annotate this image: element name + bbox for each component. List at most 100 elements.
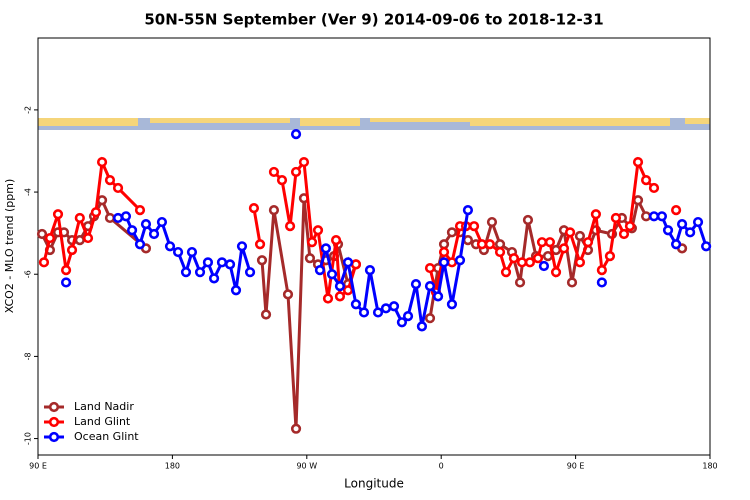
data-point	[416, 321, 428, 332]
data-point	[186, 246, 198, 258]
data-point	[590, 209, 602, 220]
data-point	[624, 221, 636, 232]
data-point	[298, 156, 310, 168]
data-point	[618, 228, 630, 240]
data-point	[254, 239, 266, 250]
data-point	[632, 156, 644, 168]
data-point	[82, 232, 94, 244]
data-point	[610, 212, 622, 224]
data-point	[90, 207, 102, 218]
data-point	[516, 257, 528, 268]
data-point	[244, 267, 256, 278]
legend-marker	[48, 416, 60, 428]
chart-title: 50N-55N September (Ver 9) 2014-09-06 to …	[144, 11, 603, 29]
data-point	[640, 175, 652, 186]
data-point	[334, 291, 346, 302]
data-point	[194, 267, 206, 278]
data-point	[424, 281, 436, 292]
data-point	[282, 289, 294, 300]
data-point	[500, 267, 512, 278]
data-point	[276, 175, 288, 186]
data-point	[446, 299, 458, 310]
data-point	[424, 313, 436, 324]
data-point	[298, 193, 310, 204]
data-point	[604, 251, 616, 262]
x-tick-label: 180	[165, 462, 180, 471]
data-point	[148, 228, 160, 240]
data-point	[632, 195, 644, 206]
y-tick-label: -8	[24, 352, 33, 360]
x-tick-label: 0	[439, 462, 444, 471]
data-point	[671, 205, 682, 216]
data-point	[268, 166, 280, 178]
data-point	[74, 212, 85, 224]
data-point	[236, 241, 248, 252]
data-point	[342, 285, 354, 296]
data-point	[424, 262, 436, 274]
data-point	[438, 246, 450, 258]
data-point	[468, 221, 480, 232]
data-point	[685, 227, 696, 238]
data-point	[312, 225, 324, 236]
data-point	[104, 175, 116, 186]
data-point	[216, 257, 228, 268]
data-point	[671, 239, 682, 250]
data-point	[60, 265, 72, 276]
data-point	[550, 267, 562, 278]
data-point	[322, 293, 334, 304]
data-point	[350, 299, 362, 310]
series-line	[117, 209, 708, 327]
data-point	[432, 291, 444, 302]
legend-label: Land Glint	[74, 415, 131, 428]
data-point	[544, 237, 556, 248]
data-point	[164, 241, 176, 252]
data-point	[454, 255, 466, 266]
data-point	[96, 156, 108, 168]
x-tick-label: 180	[702, 462, 717, 471]
data-point	[208, 273, 220, 284]
data-point	[402, 311, 414, 322]
data-point	[350, 259, 362, 270]
data-point	[104, 212, 116, 224]
data-point	[74, 235, 85, 246]
data-point	[112, 182, 124, 194]
data-point	[334, 281, 346, 292]
data-point	[268, 205, 280, 216]
data-point	[542, 251, 554, 262]
data-point	[484, 239, 495, 250]
data-point	[446, 257, 458, 268]
data-point	[372, 307, 384, 318]
data-point	[574, 257, 586, 268]
data-point	[648, 182, 660, 194]
legend-label: Land Nadir	[74, 400, 134, 413]
data-point	[172, 246, 184, 258]
data-point	[396, 317, 408, 328]
data-point	[52, 209, 64, 220]
data-point	[36, 228, 48, 240]
y-axis-label: XCO2 - MLO trend (ppm)	[3, 179, 16, 314]
data-point	[701, 241, 712, 252]
x-tick-label: 90 E	[29, 462, 47, 471]
data-point	[134, 205, 146, 216]
data-point	[306, 237, 318, 248]
x-tick-label: 90 W	[296, 462, 317, 471]
data-point	[692, 216, 704, 228]
data-point	[676, 219, 688, 230]
data-point	[656, 211, 668, 222]
data-point	[140, 219, 152, 230]
data-point	[248, 202, 260, 214]
data-point	[596, 277, 607, 288]
data-point	[494, 246, 506, 258]
data-point	[224, 259, 236, 270]
data-point	[524, 257, 536, 268]
data-point	[330, 235, 342, 246]
data-point	[596, 265, 607, 276]
data-point	[304, 253, 316, 264]
data-point	[662, 225, 674, 236]
data-point	[314, 265, 326, 276]
data-point	[134, 239, 146, 250]
data-point	[508, 253, 520, 264]
data-point	[290, 129, 302, 140]
data-point	[66, 244, 78, 256]
data-point	[438, 257, 450, 268]
